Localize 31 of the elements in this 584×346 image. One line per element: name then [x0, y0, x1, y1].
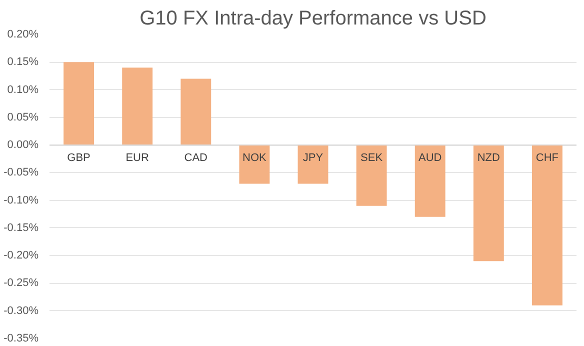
chart-title: G10 FX Intra-day Performance vs USD	[140, 8, 486, 30]
y-tick-label: -0.20%	[4, 250, 39, 262]
y-tick-label: -0.10%	[4, 194, 39, 206]
x-tick-label: NZD	[477, 152, 500, 164]
y-tick-label: -0.35%	[4, 332, 39, 344]
y-tick-label: 0.05%	[7, 111, 39, 124]
bar	[356, 145, 387, 206]
bar	[414, 145, 446, 217]
bar	[180, 78, 212, 146]
bar	[298, 145, 328, 184]
bar	[532, 145, 562, 306]
x-tick-label: CHF	[536, 152, 559, 164]
y-tick-label: 0.10%	[7, 84, 39, 96]
x-tick-label: NOK	[242, 152, 268, 164]
y-tick-label: -0.25%	[4, 277, 39, 290]
y-tick-label: -0.05%	[4, 166, 39, 179]
y-tick-label: 0.00%	[7, 139, 39, 152]
x-tick-label: JPY	[302, 152, 324, 164]
x-tick-label: AUD	[418, 152, 442, 164]
y-tick-label: 0.15%	[7, 56, 39, 68]
y-tick-label: -0.30%	[4, 304, 39, 317]
y-tick-label: 0.20%	[7, 28, 39, 40]
x-tick-label: EUR	[126, 152, 149, 164]
y-tick-label: -0.15%	[4, 222, 39, 234]
x-tick-label: SEK	[360, 152, 384, 164]
x-tick-label: GBP	[67, 152, 90, 164]
bar	[122, 68, 153, 146]
bar	[473, 145, 504, 262]
x-tick-label: CAD	[184, 152, 208, 164]
bar	[64, 62, 94, 146]
bar	[239, 145, 270, 184]
